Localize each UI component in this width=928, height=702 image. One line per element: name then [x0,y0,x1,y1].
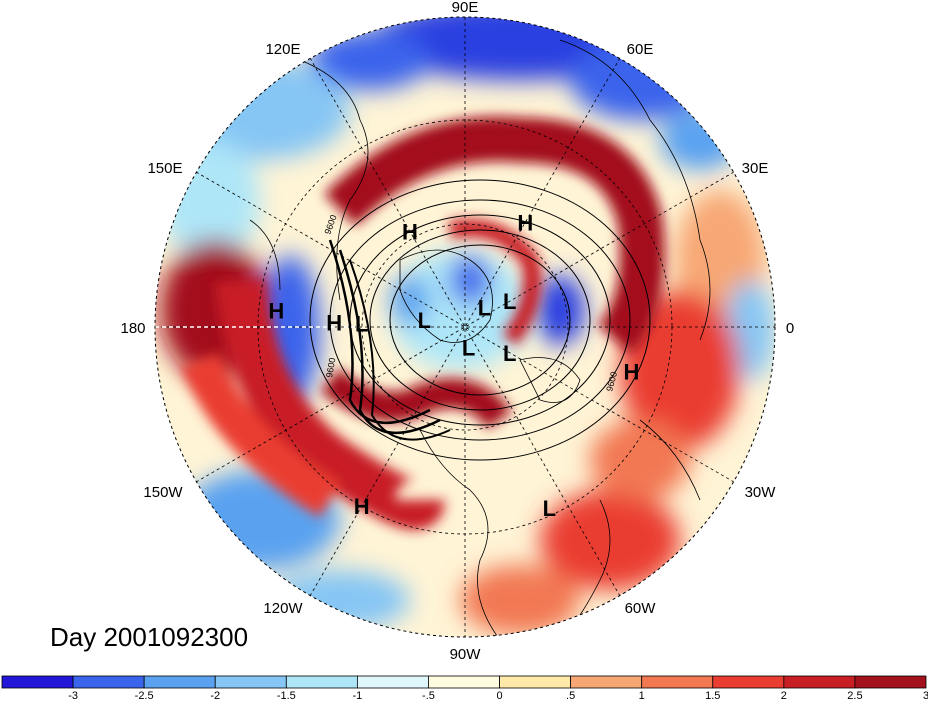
longitude-labels: 90E 60E 30E 0 30W 60W 90W 120W 150W 180 … [120,0,794,663]
colorbar-tick-label: -3 [68,690,78,702]
lon-label-90w: 90W [450,646,482,663]
colorbar-tick-label: 3 [923,690,928,702]
low-pressure-marker: L [462,335,475,360]
high-pressure-marker: H [517,211,533,236]
colorbar-swatch [499,675,572,689]
map-boundary [154,16,776,638]
colorbar-tick-label: .5 [566,690,575,702]
colorbar-tick-label: -.5 [422,690,435,702]
low-pressure-marker: L [503,289,516,314]
high-pressure-marker: H [326,310,342,335]
lon-label-180: 180 [120,320,145,337]
high-pressure-marker: H [402,220,418,245]
colorbar-swatch [143,675,216,689]
colorbar-swatch [428,675,500,689]
colorbar: -3 -2.5 -2 -1.5 -1 -.5 0 .5 1 1.5 2 2.5 3 [1,675,928,702]
colorbar-swatch [72,675,145,689]
colorbar-tick-label: -2.5 [135,690,154,702]
anomaly-field [155,17,775,637]
colorbar-swatch [570,675,643,689]
lon-label-120w: 120W [263,600,303,617]
colorbar-swatch [285,675,358,689]
graticule [155,17,775,637]
height-contours [309,179,651,461]
colorbar-tick-label: -1.5 [277,690,296,702]
colorbar-tick-label: 1 [639,690,645,702]
colorbar-swatch [854,675,927,689]
high-pressure-marker: H [268,299,284,324]
low-pressure-marker: L [543,496,556,521]
colorbar-swatch [214,675,287,689]
colorbar-swatch [783,675,856,689]
low-pressure-marker: L [418,308,431,333]
coastlines [249,39,711,637]
colorbar-swatch [641,675,714,689]
lon-label-120e: 120E [265,41,300,58]
lon-label-60w: 60W [625,600,657,617]
day-title: Day 2001092300 [50,622,248,652]
lon-label-0: 0 [786,320,794,337]
lon-label-30w: 30W [745,484,777,501]
colorbar-tick-label: 1.5 [705,690,720,702]
colorbar-tick-label: 2 [781,690,787,702]
colorbar-tick-label: -2 [210,690,220,702]
colorbar-tick-label: -1 [352,690,362,702]
high-pressure-marker: H [354,494,370,519]
low-pressure-marker: L [478,296,491,321]
colorbar-tick-label: 2.5 [847,690,862,702]
low-pressure-marker: L [355,311,368,336]
contour-label: 9600 [324,357,337,378]
low-pressure-marker: L [503,341,516,366]
colorbar-swatch [712,675,785,689]
lon-label-30e: 30E [742,160,769,177]
colorbar-tick-label: 0 [496,690,502,702]
lon-label-90e: 90E [452,0,479,16]
lon-label-60e: 60E [627,41,654,58]
lon-label-150w: 150W [143,484,183,501]
colorbar-swatch [1,675,74,689]
lon-label-150e: 150E [147,160,182,177]
high-pressure-marker: H [623,360,639,385]
colorbar-swatch [356,675,429,689]
